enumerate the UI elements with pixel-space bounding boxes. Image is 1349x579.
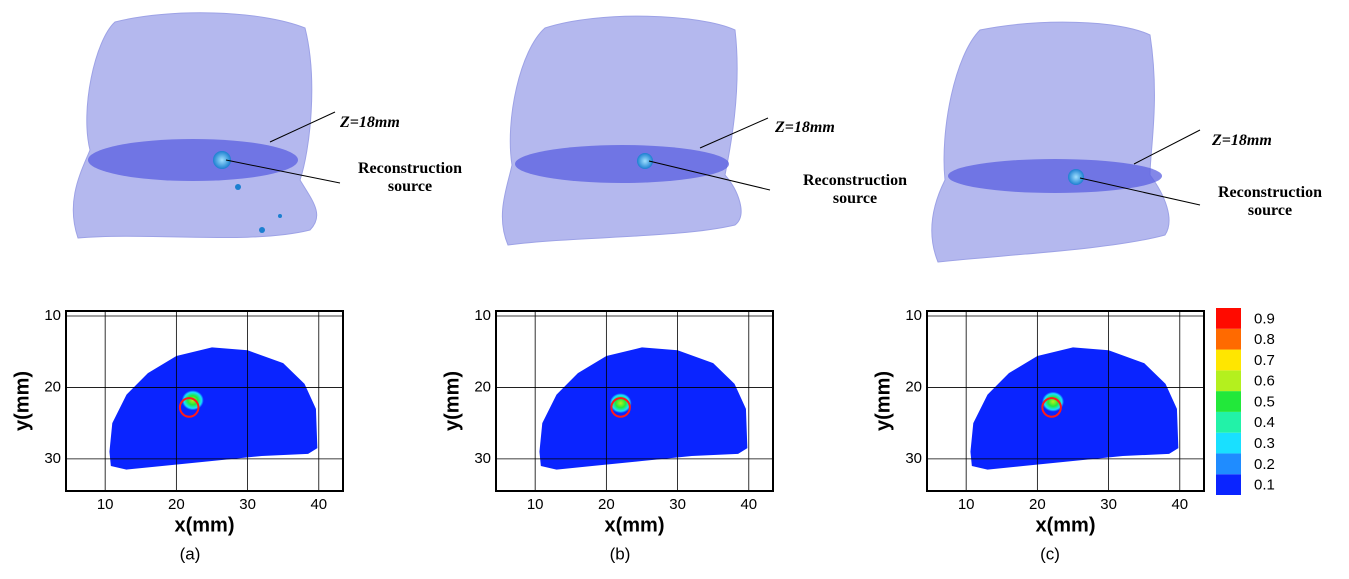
colorbar-swatch xyxy=(1216,474,1241,495)
hotspot xyxy=(182,390,204,410)
x-tick-label: 10 xyxy=(527,496,544,513)
colorbar-label: 0.7 xyxy=(1254,352,1275,369)
y-tick-label: 10 xyxy=(474,307,491,324)
colorbar-swatch xyxy=(1216,350,1241,371)
colorbar-label: 0.1 xyxy=(1254,477,1275,494)
render-a xyxy=(73,13,340,238)
render-b xyxy=(502,16,770,245)
x-axis-label: x(mm) xyxy=(174,514,234,536)
slice-region xyxy=(109,347,317,469)
y-tick-label: 10 xyxy=(44,307,61,324)
x-tick-label: 40 xyxy=(310,496,327,513)
y-axis-label: y(mm) xyxy=(872,371,894,431)
x-tick-label: 10 xyxy=(958,496,975,513)
render-c xyxy=(932,22,1200,262)
colorbar-swatch xyxy=(1216,308,1241,329)
source-label: Reconstruction source xyxy=(785,172,925,208)
x-tick-label: 30 xyxy=(669,496,686,513)
colorbar-swatch xyxy=(1216,453,1241,474)
plane-label: Z=18mm xyxy=(1212,132,1272,150)
y-tick-label: 10 xyxy=(905,307,922,324)
x-axis-label: x(mm) xyxy=(1035,514,1095,536)
source-label: Reconstruction source xyxy=(340,160,480,196)
y-axis-label: y(mm) xyxy=(441,371,463,431)
panel-label: (b) xyxy=(610,544,631,563)
colorbar-label: 0.4 xyxy=(1254,414,1275,431)
x-tick-label: 20 xyxy=(1029,496,1046,513)
colorbar-label: 0.6 xyxy=(1254,373,1275,390)
plane-label: Z=18mm xyxy=(340,114,400,132)
colorbar-swatch xyxy=(1216,433,1241,454)
colorbar-swatch xyxy=(1216,412,1241,433)
colorbar-label: 0.3 xyxy=(1254,435,1275,452)
x-axis-label: x(mm) xyxy=(604,514,664,536)
x-tick-label: 10 xyxy=(97,496,114,513)
y-tick-label: 30 xyxy=(474,450,491,467)
plane-label: Z=18mm xyxy=(775,119,835,137)
y-axis-label: y(mm) xyxy=(11,371,33,431)
x-tick-label: 40 xyxy=(1171,496,1188,513)
figure: 10 20 30 40 10 20 30 x(mm) y(mm) (a) 10 20 30 40 10 20 3… xyxy=(0,0,1349,579)
slice-region xyxy=(970,347,1178,469)
panel-label: (a) xyxy=(180,544,201,563)
colorbar-swatch xyxy=(1216,329,1241,350)
x-tick-label: 30 xyxy=(239,496,256,513)
y-tick-label: 30 xyxy=(905,450,922,467)
y-tick-label: 30 xyxy=(44,450,61,467)
x-tick-label: 40 xyxy=(740,496,757,513)
panel-label: (c) xyxy=(1040,544,1060,563)
y-tick-label: 20 xyxy=(474,378,491,395)
colorbar-label: 0.9 xyxy=(1254,310,1275,327)
x-tick-label: 20 xyxy=(168,496,185,513)
colorbar-label: 0.5 xyxy=(1254,393,1275,410)
slice-region xyxy=(539,347,747,469)
figure-canvas: 10 20 30 40 10 20 30 x(mm) y(mm) (a) 10 20 30 40 10 20 3… xyxy=(0,0,1349,579)
y-tick-label: 20 xyxy=(44,378,61,395)
colorbar-label: 0.2 xyxy=(1254,456,1275,473)
x-tick-label: 20 xyxy=(598,496,615,513)
colorbar-label: 0.8 xyxy=(1254,331,1275,348)
y-tick-label: 20 xyxy=(905,378,922,395)
colorbar-swatch xyxy=(1216,370,1241,391)
colorbar-swatch xyxy=(1216,391,1241,412)
source-label: Reconstruction source xyxy=(1200,184,1340,220)
x-tick-label: 30 xyxy=(1100,496,1117,513)
